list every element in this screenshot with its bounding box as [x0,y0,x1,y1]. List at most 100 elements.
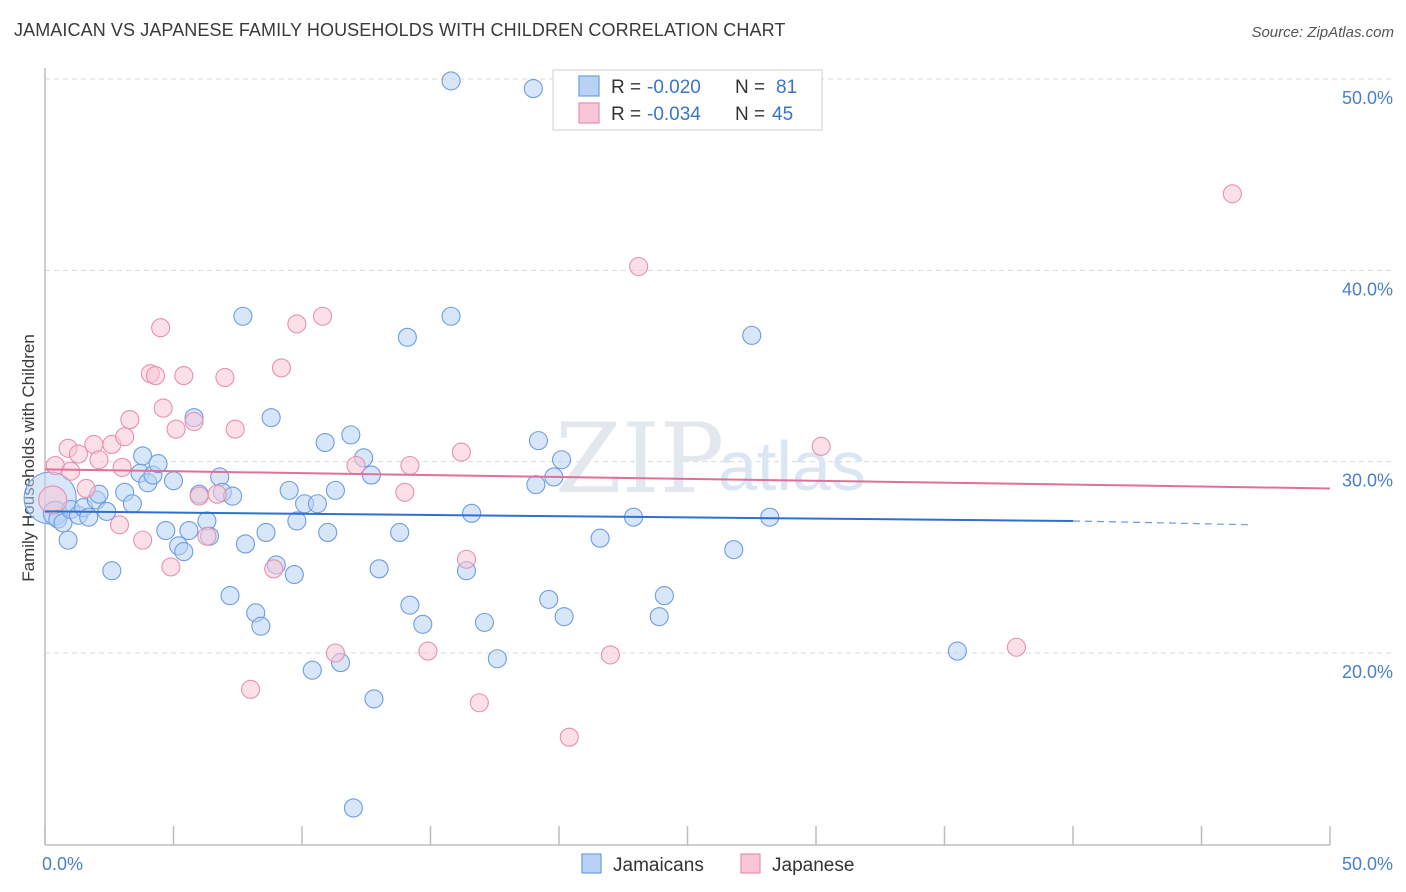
jamaicans-point [235,534,256,554]
jamaicans-point [179,520,199,541]
japanese-trend-line [44,468,1331,490]
jamaicans-point [390,522,410,543]
japanese-point [153,398,173,418]
y-tick-label: 30.0% [1342,471,1393,491]
jamaicans-point [654,586,674,606]
jamaicans-point [554,607,574,627]
jamaicans-point [341,425,361,445]
bottom-legend-swatch-japanese[interactable] [740,853,761,874]
legend-swatch-japanese [578,102,600,124]
legend-r-label: R = [611,77,641,98]
japanese-point [225,419,245,439]
grid-lines [45,78,1395,654]
legend-r-value-japanese: -0.034 [647,104,701,125]
japanese-point [38,485,68,515]
jamaicans-point [474,612,495,632]
legend-swatch-jamaicans [578,75,600,97]
japanese-point [89,450,109,470]
japanese-point [109,515,130,535]
x-tick-label: 0.0% [42,854,83,874]
x-tick-labels: 0.0% 50.0% [42,854,1393,874]
japanese-point [1222,184,1242,204]
jamaicans-point [552,450,572,470]
legend-r-value-jamaicans: -0.020 [647,77,701,98]
jamaicans-point [742,325,762,345]
bottom-legend-label-japanese[interactable]: Japanese [772,855,854,876]
legend-n-label: N = [735,104,765,125]
japanese-point [215,367,235,388]
legend-n-value-japanese: 45 [772,104,793,125]
jamaicans-trend-extension [1072,520,1253,526]
jamaicans-point [539,589,559,609]
y-tick-label: 50.0% [1342,88,1393,108]
chart-title: JAMAICAN VS JAPANESE FAMILY HOUSEHOLDS W… [14,20,786,40]
jamaicans-point [133,446,153,466]
jamaicans-point [284,565,304,585]
japanese-point [346,455,366,476]
jamaicans-point [318,522,338,543]
japanese-point [184,411,204,432]
jamaicans-point [279,480,299,500]
jamaicans-point [156,520,176,541]
jamaicans-point [58,530,78,550]
japanese-point [207,484,227,504]
jamaicans-point [523,79,543,99]
japanese-point [120,410,140,430]
japanese-point [400,455,420,476]
japanese-point [811,436,831,456]
bottom-legend-label-jamaicans[interactable]: Jamaicans [613,855,704,876]
watermark-atlas: atlas [718,427,866,505]
jamaicans-point [364,689,384,709]
japanese-point [241,679,261,699]
japanese-point [145,366,166,386]
japanese-point [313,306,333,326]
japanese-point [151,318,171,338]
japanese-point [197,526,217,546]
jamaicans-point [220,586,240,606]
jamaicans-point [947,641,967,661]
japanese-point [325,643,345,663]
jamaicans-point [315,432,335,453]
legend-n-value-jamaicans: 81 [776,77,797,98]
jamaicans-point [413,614,433,634]
y-tick-labels: 20.0% 30.0% 40.0% 50.0% [1342,88,1393,682]
jamaicans-point [462,503,482,523]
jamaicans-point [325,480,345,500]
japanese-point [1006,637,1027,657]
jamaicans-point [441,71,461,91]
jamaicans-point [261,408,281,428]
jamaicans-point [369,559,389,579]
jamaicans-point [122,494,142,514]
y-axis-label: Family Households with Children [19,334,38,582]
legend-n-label: N = [735,77,765,98]
japanese-point [418,641,438,661]
jamaicans-point [256,522,276,543]
japanese-point [271,358,291,378]
jamaicans-point [287,511,307,531]
jamaicans-point [163,471,184,491]
chart-source: Source: ZipAtlas.com [1251,24,1394,41]
jamaicans-point [397,327,417,347]
japanese-point [600,645,620,665]
japanese-point [287,314,307,334]
japanese-point [629,256,649,277]
japanese-point [76,478,96,499]
bottom-legend-swatch-jamaicans[interactable] [581,853,602,874]
japanese-point [469,693,489,713]
jamaicans-point [302,660,322,680]
jamaicans-point [233,306,253,326]
jamaicans-point [102,561,122,581]
japanese-point [559,727,579,747]
jamaicans-point [487,649,507,669]
axes [44,68,1331,846]
jamaicans-point [441,306,461,326]
japanese-point [61,461,81,481]
japanese-point [68,444,88,464]
japanese-point [395,482,415,502]
japanese-point [133,530,153,550]
japanese-point [161,557,181,577]
jamaicans-point [148,454,168,474]
watermark: ZIP atlas [555,403,866,515]
jamaicans-point [343,798,363,818]
